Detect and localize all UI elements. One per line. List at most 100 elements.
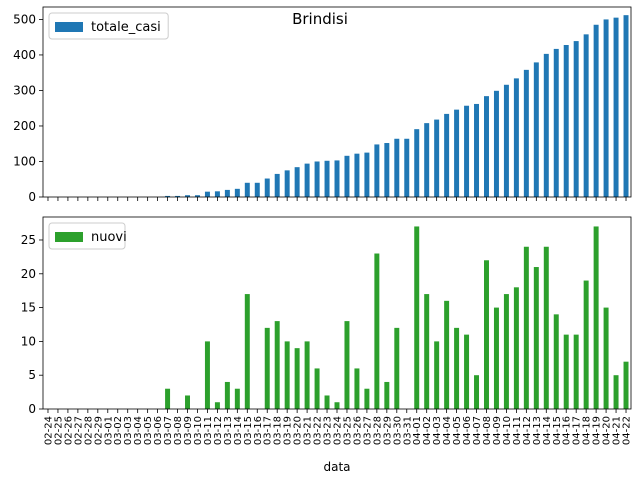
bar-04-19	[593, 226, 599, 409]
legend-label: nuovi	[91, 230, 127, 245]
bar-04-14	[543, 246, 549, 409]
legend-box	[48, 222, 126, 250]
x-tick-label: 03-18	[273, 416, 284, 445]
axes-frame	[42, 216, 632, 410]
bar-03-08	[175, 195, 181, 197]
bar-03-14	[234, 188, 240, 197]
x-tick-label: 02-25	[53, 416, 64, 445]
bar-03-17	[264, 327, 270, 409]
legend-box	[48, 12, 169, 40]
x-tick-label: 04-21	[612, 416, 623, 445]
bar-03-29	[384, 381, 390, 409]
x-tick-label: 03-08	[173, 416, 184, 445]
x-tick-label: 02-24	[43, 416, 54, 445]
x-tick-label: 04-15	[552, 416, 563, 445]
y-tick-label: 300	[13, 83, 36, 97]
bar-03-22	[314, 368, 320, 409]
y-tick-label: 5	[28, 368, 36, 382]
top-chart-panel: 0 100 200 300 400 500 totale_casi	[13, 6, 632, 204]
x-tick-label: 04-04	[442, 416, 453, 445]
x-tick-label: 03-26	[352, 416, 363, 445]
axes-frame	[42, 6, 632, 198]
bar-03-16	[254, 182, 260, 197]
x-tick-label: 03-15	[243, 416, 254, 445]
y-tick-label: 0	[28, 190, 36, 204]
bar-04-06	[464, 334, 470, 409]
bar-04-18	[583, 34, 589, 197]
bar-04-21	[613, 17, 619, 198]
bar-03-20	[294, 348, 300, 409]
x-tick-label: 03-24	[333, 416, 344, 445]
x-tick-label: 04-17	[572, 416, 583, 445]
bar-03-15	[244, 182, 250, 197]
bar-04-12	[523, 69, 529, 197]
bar-03-11	[204, 341, 210, 409]
bar-04-16	[563, 45, 569, 197]
bar-03-30	[394, 327, 400, 409]
x-tick-label: 04-22	[622, 416, 633, 445]
bottom-chart-panel: 0 5 10 15 20 25 02-2402-2502-2602-2702-2802-29…	[21, 216, 633, 445]
bar-04-16	[563, 334, 569, 409]
bar-03-24	[334, 402, 340, 409]
x-tick-label: 04-20	[602, 416, 613, 445]
bar-03-22	[314, 161, 320, 197]
x-tick-label: 04-13	[532, 416, 543, 445]
x-tick-label: 03-07	[163, 416, 174, 445]
bar-03-20	[294, 167, 300, 197]
x-tick-label: 04-08	[482, 416, 493, 445]
x-tick-label: 02-28	[83, 416, 94, 445]
x-tick-label: 04-05	[452, 416, 463, 445]
y-tick-label: 100	[13, 154, 36, 168]
x-tick-label: 03-23	[323, 416, 334, 445]
x-tick-label: 04-19	[592, 416, 603, 445]
bar-03-09	[185, 395, 190, 409]
bar-03-21	[304, 341, 310, 409]
bar-03-30	[394, 138, 400, 197]
bar-04-05	[454, 327, 460, 409]
x-tick-label: 03-21	[303, 416, 314, 445]
bar-04-07	[474, 103, 480, 197]
x-tick-label: 04-11	[512, 416, 523, 445]
x-tick-label: 03-06	[153, 416, 164, 445]
x-tick-label: 04-02	[422, 416, 433, 445]
bar-04-10	[503, 84, 509, 197]
bar-03-07	[165, 388, 171, 409]
bar-03-15	[244, 294, 250, 409]
bar-03-26	[354, 368, 360, 409]
x-tick-label: 03-09	[183, 416, 194, 445]
bar-03-17	[264, 178, 270, 197]
bar-03-24	[334, 160, 340, 197]
x-tick-label: 04-07	[472, 416, 483, 445]
bar-03-13	[224, 189, 230, 197]
x-tick-label: 03-22	[313, 416, 324, 445]
bar-04-04	[444, 300, 450, 409]
legend: nuovi	[48, 222, 127, 250]
y-tick-label: 10	[21, 334, 36, 348]
x-tick-label: 03-12	[213, 416, 224, 445]
x-tick-label: 03-01	[103, 416, 114, 445]
bar-04-21	[613, 375, 619, 409]
x-tick-label: 04-03	[432, 416, 443, 445]
bar-04-17	[573, 334, 579, 409]
legend: totale_casi	[48, 12, 169, 40]
y-tick-label: 25	[21, 233, 36, 247]
bar-04-18	[583, 280, 589, 409]
bar-03-18	[274, 321, 280, 409]
x-tick-label: 03-31	[402, 416, 413, 445]
x-tick-label: 03-10	[193, 416, 204, 445]
bar-04-04	[444, 113, 450, 197]
bar-03-14	[234, 388, 240, 409]
bar-03-12	[214, 402, 220, 409]
bar-04-20	[603, 307, 609, 409]
y-tick-label: 15	[21, 301, 36, 315]
x-tick-label: 04-09	[492, 416, 503, 445]
bar-03-11	[204, 191, 210, 197]
bar-03-25	[344, 155, 350, 197]
bar-04-05	[454, 109, 460, 197]
y-tick-label: 400	[13, 48, 36, 62]
x-tick-label: 04-01	[412, 416, 423, 445]
bar-04-17	[573, 41, 579, 198]
bar-03-19	[284, 341, 290, 409]
bar-04-22	[623, 361, 629, 409]
